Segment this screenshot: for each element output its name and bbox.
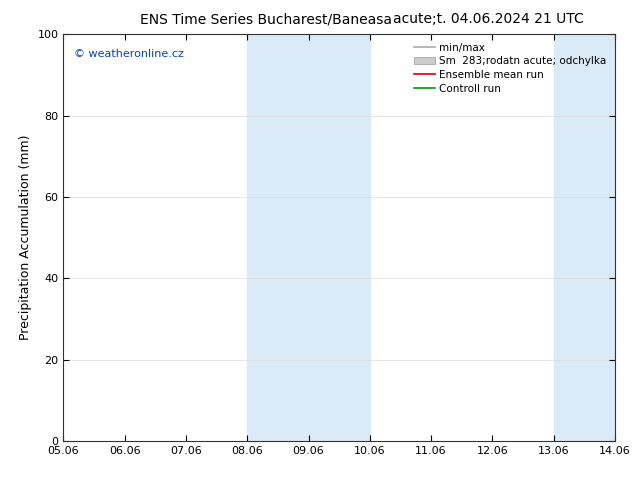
Text: acute;t. 04.06.2024 21 UTC: acute;t. 04.06.2024 21 UTC	[393, 12, 583, 26]
Bar	[553, 34, 634, 441]
Y-axis label: Precipitation Accumulation (mm): Precipitation Accumulation (mm)	[19, 135, 32, 341]
Legend: min/max, Sm  283;rodatn acute; odchylka, Ensemble mean run, Controll run: min/max, Sm 283;rodatn acute; odchylka, …	[411, 40, 610, 97]
Text: ENS Time Series Bucharest/Baneasa: ENS Time Series Bucharest/Baneasa	[140, 12, 392, 26]
Text: © weatheronline.cz: © weatheronline.cz	[74, 49, 184, 58]
Bar	[247, 34, 370, 441]
